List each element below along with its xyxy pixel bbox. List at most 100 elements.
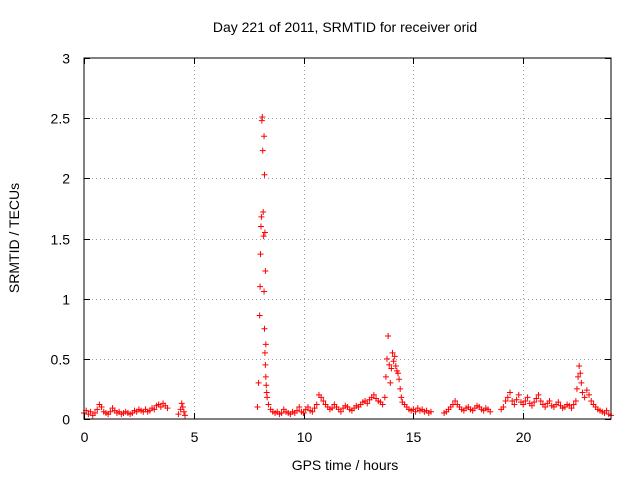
data-point [257,283,264,290]
data-point [107,408,114,415]
data-point [511,401,518,408]
data-point [524,394,531,401]
data-point [304,403,311,410]
y-tick-label: 2.5 [51,111,71,127]
data-point [320,397,327,404]
y-tick-label: 3 [62,51,70,67]
data-point [546,397,553,404]
y-tick-labels: 0 0.5 1 1.5 2 2.5 3 [51,51,71,428]
data-point [509,397,516,404]
data-point [255,379,262,386]
data-point [387,379,394,386]
data-point [452,397,459,404]
data-point [427,408,434,415]
y-tick-label: 1 [62,292,70,308]
data-point [502,397,509,404]
data-point [293,407,300,414]
data-point [535,391,542,398]
data-point [528,402,535,409]
data-point [542,403,549,410]
data-point [384,355,391,362]
data-point [87,408,94,415]
data-point [259,113,266,120]
data-point [388,365,395,372]
data-point [586,391,593,398]
data-point [296,403,303,410]
data-point [504,394,511,401]
data-point [579,389,586,396]
data-point [260,233,267,240]
data-point [259,147,266,154]
data-point [263,382,270,389]
data-point [261,349,268,356]
data-point [98,403,105,410]
data-point [573,385,580,392]
chart-title: Day 221 of 2011, SRMTID for receiver ori… [213,19,477,35]
data-point [254,403,261,410]
y-tick-label: 2 [62,171,70,187]
data-point [385,332,392,339]
x-axis-label: GPS time / hours [292,457,399,473]
data-point [576,363,583,370]
data-point [364,400,371,407]
x-tick-label: 20 [516,429,532,445]
y-tick-label: 0 [62,412,70,428]
data-point [390,358,397,365]
data-point [570,401,577,408]
data-point [396,376,403,383]
data-point [261,133,268,140]
data-point [533,395,540,402]
plot-frame [83,57,612,420]
data-point [300,409,307,416]
data-point [506,389,513,396]
data-point [575,373,582,380]
data-point [261,171,268,178]
data-point [522,397,529,404]
y-tick-label: 0.5 [51,352,71,368]
data-point [278,409,285,416]
data-point [309,408,316,415]
data-point [91,409,98,416]
data-point [513,396,520,403]
data-point [182,412,189,419]
data-point [578,379,585,386]
data-point [260,209,267,216]
data-point [261,288,268,295]
data-point [311,405,318,412]
data-point [583,387,590,394]
data-point [412,408,419,415]
data-points [81,113,614,419]
data-point [261,325,268,332]
data-point [329,405,336,412]
data-point [515,391,522,398]
data-point [487,408,494,415]
data-point [264,394,271,401]
data-point [337,408,344,415]
data-point [531,399,538,406]
data-point [581,394,588,401]
data-point [520,401,527,408]
x-tick-label: 0 [81,429,89,445]
data-point [313,401,320,408]
data-point [391,353,398,360]
data-point [588,397,595,404]
data-point [398,394,405,401]
data-point [262,361,269,368]
data-point [262,267,269,274]
data-point [392,363,399,370]
data-point [262,373,269,380]
data-point [537,397,544,404]
data-point [572,397,579,404]
y-axis-label: SRMTID / TECUs [6,183,22,293]
data-point [265,401,272,408]
data-point [555,399,562,406]
data-point [381,394,388,401]
data-point [151,406,158,413]
data-point [175,411,182,418]
data-point [164,405,171,412]
data-point [389,349,396,356]
data-point [500,403,507,410]
data-point [397,385,404,392]
data-point [261,229,268,236]
